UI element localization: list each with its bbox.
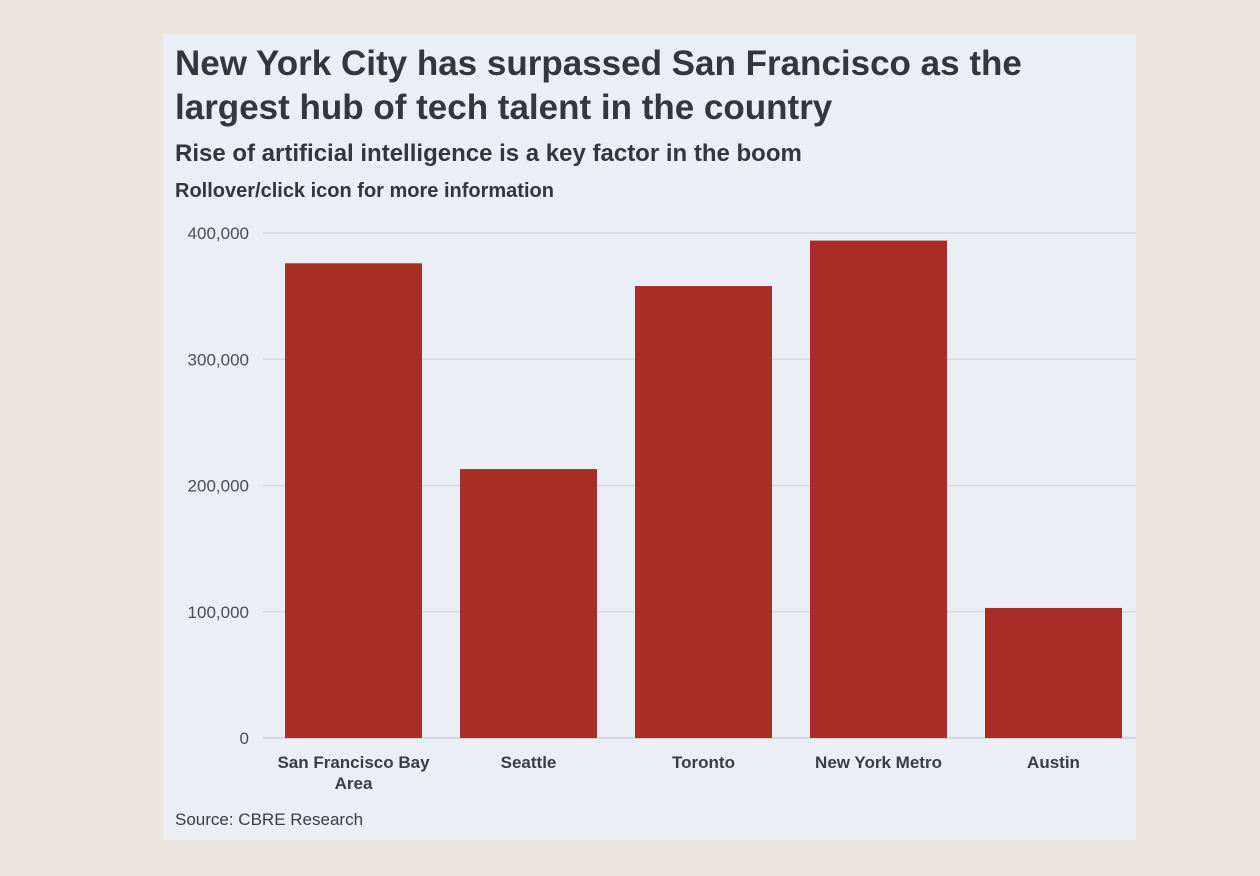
bar: [985, 607, 1122, 738]
chart-subtitle: Rise of artificial intelligence is a key…: [175, 140, 802, 167]
source-note: Source: CBRE Research: [175, 810, 364, 829]
x-tick-label: Seattle: [501, 753, 557, 772]
chart-title: New York City has surpassed San Francisc…: [175, 44, 1022, 127]
x-tick-label: New York Metro: [815, 753, 942, 772]
y-tick-label: 400,000: [188, 224, 249, 243]
y-tick-label: 100,000: [188, 603, 249, 622]
x-tick-label: Toronto: [672, 753, 735, 772]
x-tick-label: Austin: [1027, 753, 1080, 772]
bar: [460, 469, 597, 738]
bar-chart: 0 100,000 200,000 300,000 400,000 San Francis…: [188, 224, 1136, 793]
bar: [635, 286, 772, 738]
rollover-note: Rollover/click icon for more information: [175, 180, 554, 202]
x-tick-label: San Francisco Bay Area: [277, 753, 430, 793]
y-tick-label: 200,000: [188, 477, 249, 496]
bar: [285, 263, 422, 738]
y-tick-label: 0: [240, 729, 249, 748]
bar: [810, 240, 947, 738]
chart-card: New York City has surpassed San Francisc…: [163, 34, 1136, 840]
y-tick-label: 300,000: [188, 350, 249, 369]
